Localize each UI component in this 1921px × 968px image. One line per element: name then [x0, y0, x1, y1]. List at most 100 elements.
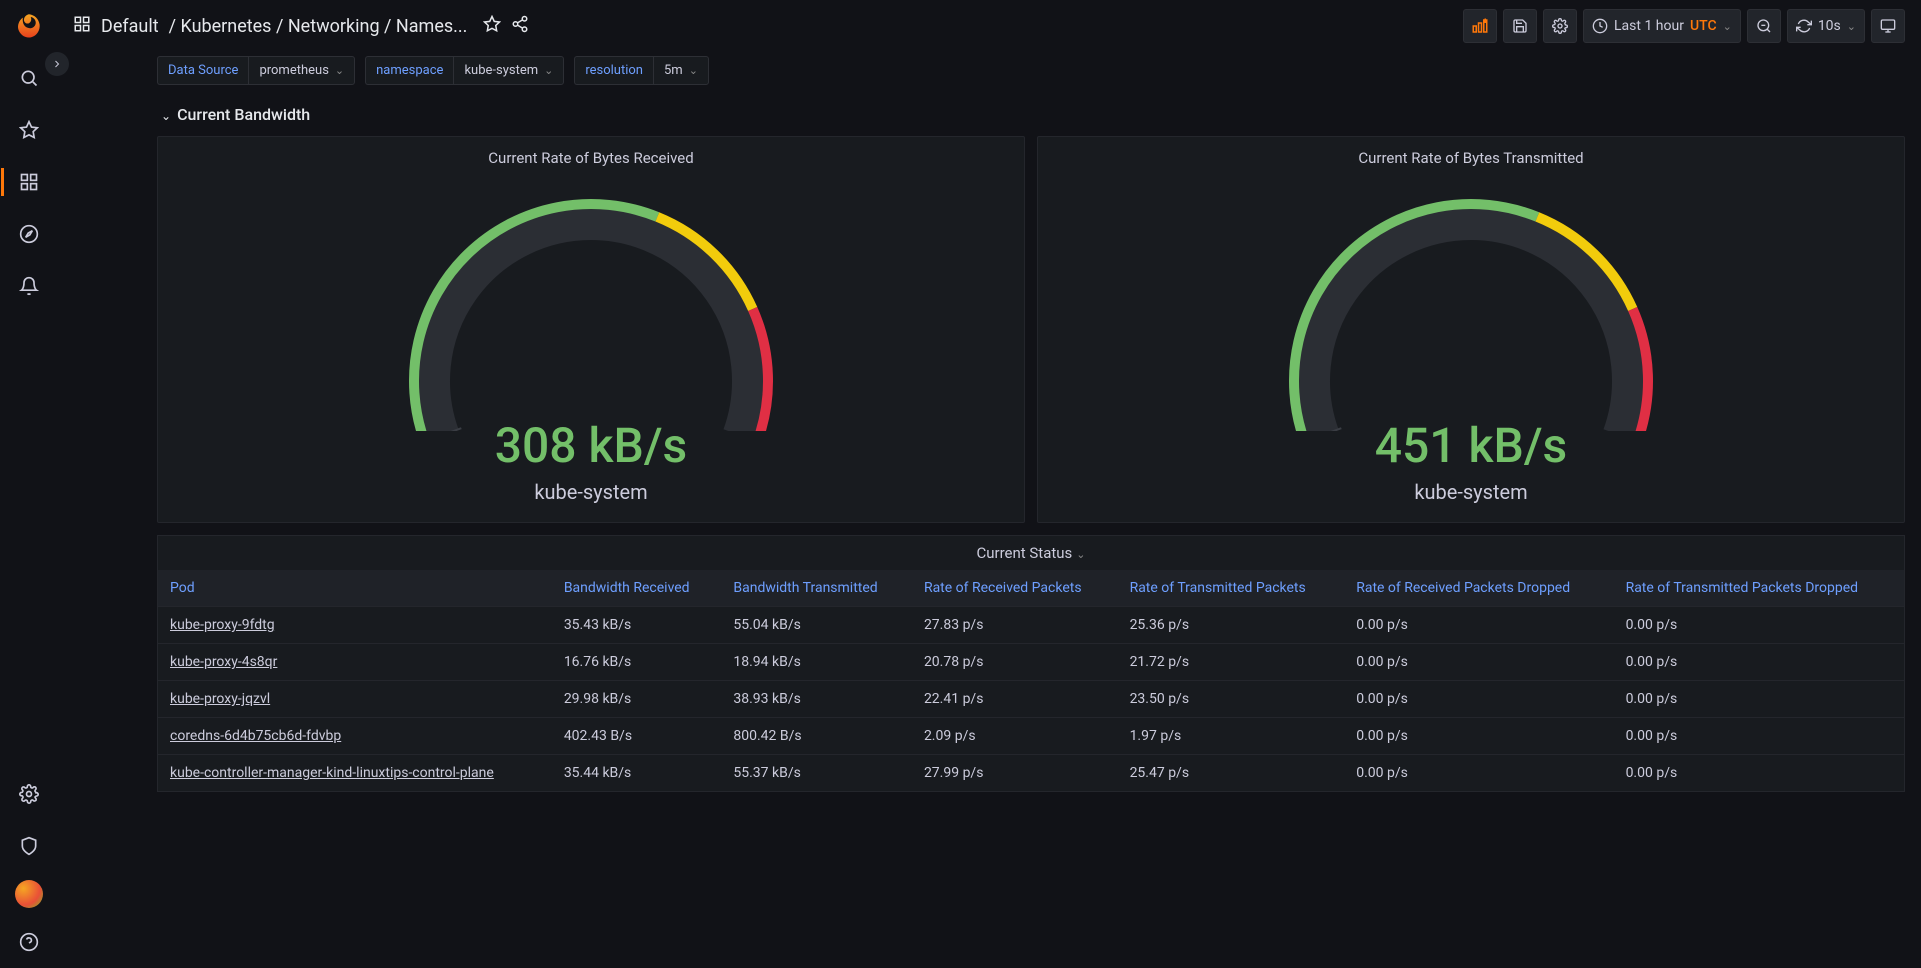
- column-header[interactable]: Rate of Transmitted Packets: [1118, 570, 1345, 607]
- value-cell: 402.43 B/s: [552, 718, 722, 755]
- value-cell: 38.93 kB/s: [721, 681, 912, 718]
- zoom-out-button[interactable]: [1747, 9, 1781, 43]
- value-cell: 2.09 p/s: [912, 718, 1118, 755]
- row-header[interactable]: Current Bandwidth: [161, 105, 1905, 124]
- pod-cell[interactable]: coredns-6d4b75cb6d-fdvbp: [158, 718, 552, 755]
- variable-value[interactable]: 5m: [653, 56, 709, 85]
- variable-label: Data Source: [157, 56, 248, 85]
- variable-value[interactable]: prometheus: [248, 56, 355, 85]
- chevron-down-icon: [335, 63, 344, 78]
- variable-bar: Data Sourceprometheus namespacekube-syste…: [57, 52, 1921, 97]
- breadcrumb-path[interactable]: / Kubernetes / Networking / Names...: [169, 16, 468, 37]
- table-row: kube-proxy-4s8qr16.76 kB/s18.94 kB/s20.7…: [158, 644, 1904, 681]
- tv-mode-button[interactable]: [1871, 9, 1905, 43]
- variable-value[interactable]: kube-system: [453, 56, 564, 85]
- gauge-subtitle: kube-system: [1414, 480, 1527, 504]
- variable-resolution[interactable]: resolution5m: [574, 56, 709, 85]
- admin-icon[interactable]: [9, 826, 49, 866]
- gauge-svg: [381, 171, 801, 431]
- panel-title[interactable]: Current Status: [158, 536, 1904, 570]
- help-icon[interactable]: [9, 922, 49, 962]
- chevron-down-icon: [161, 105, 171, 124]
- refresh-interval: 10s: [1818, 18, 1841, 34]
- main: Default / Kubernetes / Networking / Name…: [57, 0, 1921, 968]
- share-dashboard-icon[interactable]: [511, 15, 529, 38]
- value-cell: 23.50 p/s: [1118, 681, 1345, 718]
- dashboard-settings-button[interactable]: [1543, 9, 1577, 43]
- breadcrumb: Default / Kubernetes / Networking / Name…: [73, 15, 529, 38]
- column-header[interactable]: Rate of Received Packets Dropped: [1344, 570, 1613, 607]
- value-cell: 25.47 p/s: [1118, 755, 1345, 792]
- configuration-icon[interactable]: [9, 774, 49, 814]
- table-row: coredns-6d4b75cb6d-fdvbp 402.43 B/s800.42…: [158, 718, 1904, 755]
- time-range-label: Last 1 hour: [1614, 18, 1684, 34]
- save-dashboard-button[interactable]: [1503, 9, 1537, 43]
- pod-link[interactable]: kube-proxy-jqzvl: [170, 691, 270, 707]
- status-table: PodBandwidth ReceivedBandwidth Transmitt…: [158, 570, 1904, 791]
- value-cell: 25.36 p/s: [1118, 607, 1345, 644]
- time-range-picker[interactable]: Last 1 hour UTC: [1583, 9, 1741, 43]
- chevron-down-icon: [544, 63, 553, 78]
- pod-cell[interactable]: kube-controller-manager-kind-linuxtips-c…: [158, 755, 552, 792]
- pod-cell[interactable]: kube-proxy-4s8qr: [158, 644, 552, 681]
- column-header[interactable]: Pod: [158, 570, 552, 607]
- gauge-panel-received[interactable]: Current Rate of Bytes Received 308 kB/s …: [157, 136, 1025, 523]
- refresh-picker[interactable]: 10s: [1787, 9, 1865, 43]
- value-cell: 800.42 B/s: [721, 718, 912, 755]
- value-cell: 0.00 p/s: [1614, 607, 1904, 644]
- alerting-icon[interactable]: [9, 266, 49, 306]
- search-icon[interactable]: [9, 58, 49, 98]
- pod-link[interactable]: coredns-6d4b75cb6d-fdvbp: [170, 728, 341, 744]
- column-header[interactable]: Bandwidth Transmitted: [721, 570, 912, 607]
- value-cell: 20.78 p/s: [912, 644, 1118, 681]
- status-table-panel: Current Status PodBandwidth ReceivedBand…: [157, 535, 1905, 792]
- value-cell: 35.43 kB/s: [552, 607, 722, 644]
- value-cell: 55.37 kB/s: [721, 755, 912, 792]
- pod-link[interactable]: kube-proxy-9fdtg: [170, 617, 275, 633]
- gauge-svg: [1261, 171, 1681, 431]
- gauge-value: 308 kB/s: [495, 417, 688, 474]
- value-cell: 0.00 p/s: [1344, 755, 1613, 792]
- variable-label: namespace: [365, 56, 453, 85]
- sidebar-expand-button[interactable]: [45, 52, 69, 76]
- gauge-subtitle: kube-system: [534, 480, 647, 504]
- user-avatar[interactable]: [15, 880, 43, 908]
- value-cell: 0.00 p/s: [1344, 644, 1613, 681]
- pod-link[interactable]: kube-proxy-4s8qr: [170, 654, 277, 670]
- value-cell: 0.00 p/s: [1614, 644, 1904, 681]
- variable-label: resolution: [574, 56, 653, 85]
- gauge-panel-transmitted[interactable]: Current Rate of Bytes Transmitted 451 kB…: [1037, 136, 1905, 523]
- star-dashboard-icon[interactable]: [483, 15, 501, 38]
- value-cell: 27.99 p/s: [912, 755, 1118, 792]
- column-header[interactable]: Bandwidth Received: [552, 570, 722, 607]
- value-cell: 22.41 p/s: [912, 681, 1118, 718]
- add-panel-button[interactable]: [1463, 9, 1497, 43]
- pod-cell[interactable]: kube-proxy-jqzvl: [158, 681, 552, 718]
- dashboard-content: Current Bandwidth Current Rate of Bytes …: [57, 97, 1921, 968]
- value-cell: 0.00 p/s: [1344, 718, 1613, 755]
- breadcrumb-root[interactable]: Default: [101, 16, 159, 37]
- value-cell: 1.97 p/s: [1118, 718, 1345, 755]
- explore-icon[interactable]: [9, 214, 49, 254]
- variable-data-source[interactable]: Data Sourceprometheus: [157, 56, 355, 85]
- value-cell: 55.04 kB/s: [721, 607, 912, 644]
- chevron-down-icon: [1723, 18, 1732, 34]
- variable-namespace[interactable]: namespacekube-system: [365, 56, 564, 85]
- dashboards-icon[interactable]: [9, 162, 49, 202]
- value-cell: 0.00 p/s: [1614, 681, 1904, 718]
- panel-title: Current Rate of Bytes Received: [158, 137, 1024, 171]
- panel-title: Current Rate of Bytes Transmitted: [1038, 137, 1904, 171]
- dashboards-grid-icon[interactable]: [73, 15, 91, 38]
- pod-cell[interactable]: kube-proxy-9fdtg: [158, 607, 552, 644]
- starred-icon[interactable]: [9, 110, 49, 150]
- column-header[interactable]: Rate of Transmitted Packets Dropped: [1614, 570, 1904, 607]
- pod-link[interactable]: kube-controller-manager-kind-linuxtips-c…: [170, 765, 494, 781]
- value-cell: 16.76 kB/s: [552, 644, 722, 681]
- grafana-logo-icon[interactable]: [13, 10, 45, 42]
- column-header[interactable]: Rate of Received Packets: [912, 570, 1118, 607]
- value-cell: 0.00 p/s: [1614, 718, 1904, 755]
- value-cell: 29.98 kB/s: [552, 681, 722, 718]
- chevron-down-icon: [1847, 18, 1856, 34]
- chevron-down-icon: [689, 63, 698, 78]
- chevron-down-icon: [1076, 544, 1085, 562]
